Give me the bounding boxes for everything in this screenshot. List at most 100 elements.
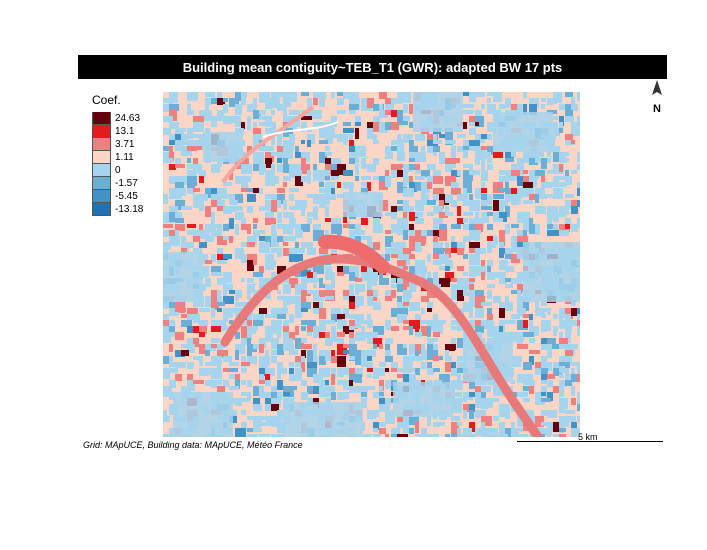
map-cell — [205, 212, 215, 217]
map-cell — [265, 170, 275, 179]
map-cell — [343, 308, 349, 318]
map-cell — [265, 218, 276, 225]
legend: Coef. 24.63 13.1 3.71 1.11 0 -1.57 -5.45… — [92, 93, 143, 216]
map-cell — [163, 146, 171, 151]
map-cell — [373, 278, 377, 286]
map-cell — [355, 164, 359, 175]
map-cell — [349, 98, 360, 109]
map-cell — [451, 236, 455, 246]
map-cell — [307, 194, 317, 198]
map-cell — [391, 308, 398, 317]
map-cell — [427, 230, 434, 236]
map-cell — [553, 92, 562, 103]
map-cell — [181, 176, 192, 185]
map-cell — [175, 362, 186, 368]
map-cell — [361, 326, 365, 332]
map-cell — [409, 302, 417, 311]
map-cell — [529, 416, 537, 423]
map-cell — [253, 134, 262, 144]
map-cell — [385, 344, 390, 355]
map-cell — [541, 398, 551, 402]
map-cell — [385, 104, 394, 115]
map-cell — [211, 320, 217, 329]
map-cell — [331, 92, 335, 98]
map-cell — [211, 164, 220, 173]
map-cell — [241, 368, 247, 373]
map-cell — [265, 368, 275, 376]
map-cell — [241, 326, 247, 336]
map-cell — [499, 170, 505, 175]
map-cell — [169, 206, 178, 216]
map-cell — [409, 428, 414, 434]
map-cell — [493, 212, 502, 222]
map-cell — [259, 146, 266, 151]
map-cell — [565, 416, 576, 422]
data-credit: Grid: MApUCE, Building data: MApUCE, Mét… — [83, 440, 303, 450]
map-cell — [331, 158, 341, 167]
map-cell — [367, 98, 374, 105]
map-cell — [379, 362, 386, 367]
map-cell — [457, 218, 464, 224]
map-cell — [559, 308, 565, 318]
map-cell — [469, 224, 478, 230]
map-cell — [265, 380, 271, 386]
map-cell — [385, 356, 393, 362]
map-cell — [169, 326, 175, 332]
map-cell — [313, 308, 319, 314]
map-cell — [319, 170, 330, 181]
map-cell — [415, 212, 423, 217]
map-cell — [499, 338, 510, 343]
map-cell — [199, 332, 205, 337]
map-cell — [241, 392, 249, 396]
map-cell — [307, 386, 314, 394]
map-cell — [571, 428, 577, 437]
map-cell — [325, 350, 330, 361]
map-cell — [469, 266, 477, 277]
map-cell — [385, 380, 391, 389]
map-cell — [445, 206, 449, 213]
map-cell — [301, 206, 305, 216]
map-cell — [331, 128, 335, 134]
map-cell — [469, 320, 479, 328]
map-cell — [505, 152, 514, 159]
map-cell — [415, 152, 426, 162]
map-cell — [511, 236, 518, 247]
map-cell — [271, 356, 277, 363]
map-cell — [517, 428, 523, 432]
map-cell — [481, 260, 485, 269]
map-cell — [385, 296, 392, 301]
map-cell — [391, 278, 396, 283]
map-cell — [553, 434, 560, 437]
map-cell — [397, 422, 404, 428]
map-cell — [511, 278, 522, 284]
map-cell — [295, 302, 304, 311]
map-cell — [457, 290, 464, 301]
map-cell — [409, 122, 413, 128]
map-cell — [481, 380, 486, 385]
map-cell — [565, 362, 570, 368]
map-cell — [469, 218, 476, 224]
map-cell — [559, 416, 569, 427]
map-cell — [247, 356, 257, 364]
map-cell — [331, 176, 339, 180]
map-cell — [487, 284, 495, 288]
map-cell — [325, 134, 333, 144]
map-cell — [343, 344, 354, 348]
map-cell — [277, 314, 286, 319]
map-cell — [355, 374, 362, 383]
map-cell — [553, 344, 561, 349]
map-cell — [415, 302, 420, 311]
map-cell — [577, 392, 580, 403]
map-cell — [397, 164, 403, 168]
map-cell — [439, 254, 449, 262]
map-cell — [511, 362, 521, 367]
map-cell — [499, 242, 504, 251]
map-cell — [379, 122, 388, 133]
map-cell — [493, 338, 501, 344]
map-cell — [325, 176, 330, 180]
map-cell — [211, 212, 215, 221]
map-cell — [505, 158, 514, 162]
map-cell — [217, 308, 222, 312]
map-cell — [451, 404, 462, 413]
map-cell — [487, 260, 493, 266]
